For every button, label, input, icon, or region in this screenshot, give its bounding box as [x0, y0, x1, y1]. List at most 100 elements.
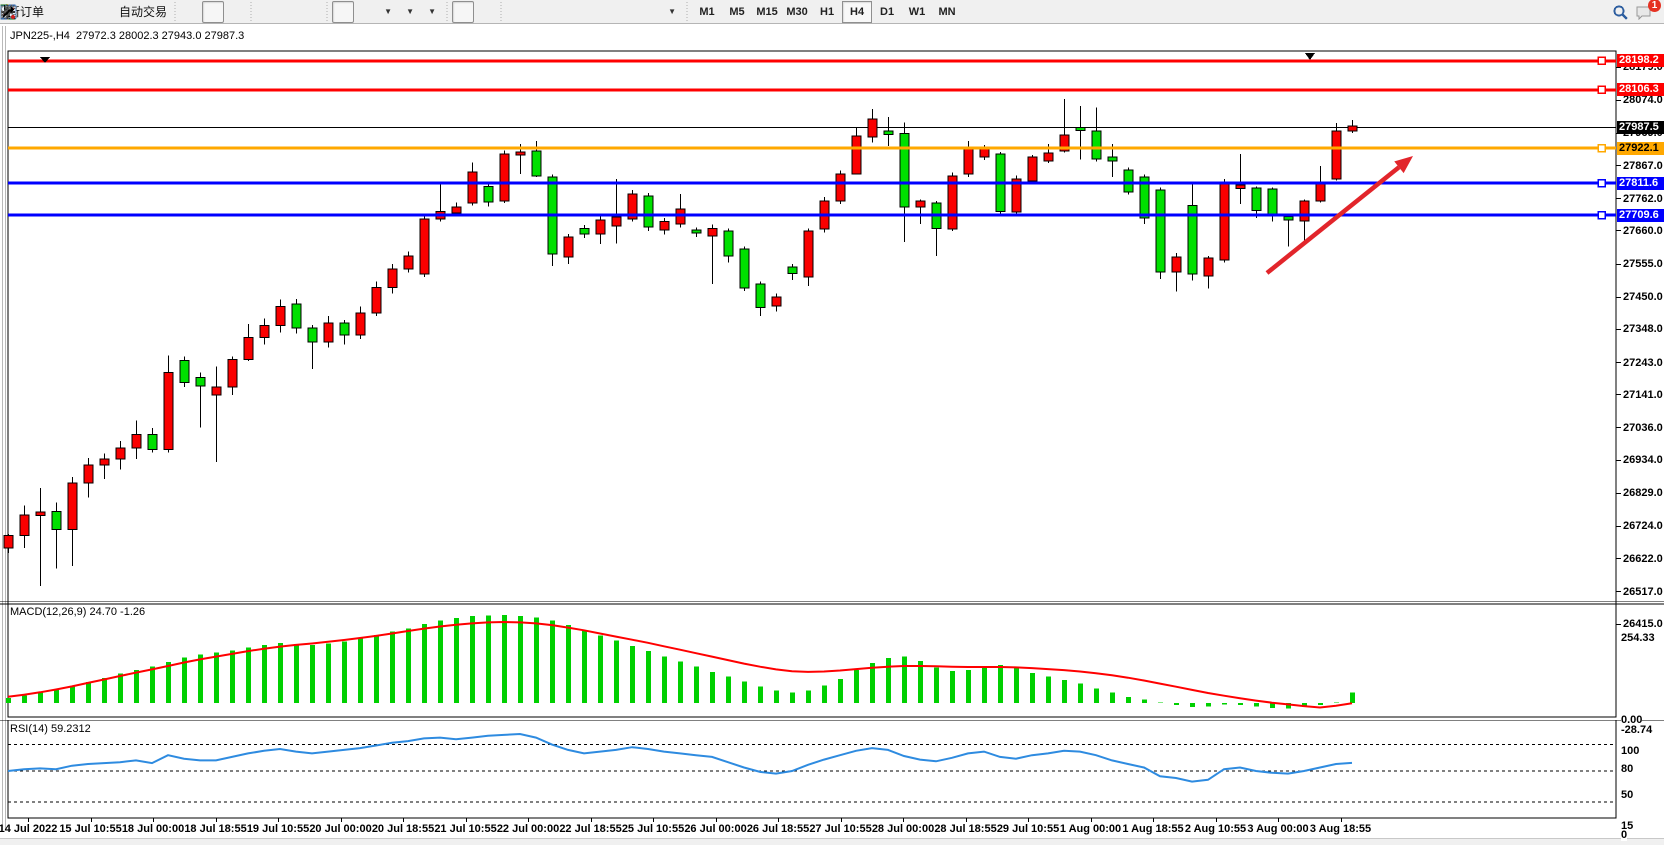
timeframe-button-m5[interactable]: M5 — [729, 5, 745, 18]
candle[interactable] — [67, 477, 78, 567]
candle[interactable] — [403, 251, 414, 273]
candle[interactable] — [707, 224, 718, 285]
timeframe-button-mn[interactable]: MN — [938, 5, 956, 18]
candle[interactable] — [3, 534, 14, 553]
candle[interactable] — [243, 324, 254, 361]
candle[interactable] — [1171, 252, 1182, 292]
timeframe-button-m30[interactable]: M30 — [786, 5, 808, 18]
crosshair-button[interactable] — [1, 1, 496, 23]
equidistant-channel-button[interactable]: E — [0, 1, 594, 23]
candle[interactable] — [35, 488, 46, 587]
candle[interactable] — [323, 316, 334, 348]
timeframe-button-d1[interactable]: D1 — [880, 5, 895, 18]
candle[interactable] — [51, 502, 62, 569]
candle[interactable] — [1059, 98, 1070, 153]
candle[interactable] — [195, 372, 206, 428]
candle[interactable] — [1235, 154, 1246, 205]
candle[interactable] — [595, 216, 606, 244]
line-endpoint-handle[interactable] — [1597, 178, 1606, 188]
timeframe-button-h4[interactable]: H4 — [842, 0, 873, 23]
trendline-button[interactable] — [1, 1, 572, 23]
periods-button[interactable]: ▼ — [0, 1, 420, 23]
bar-chart-button[interactable] — [1, 1, 202, 23]
timeframe-button-w1[interactable]: W1 — [908, 5, 926, 18]
candle[interactable] — [915, 199, 926, 225]
candle[interactable] — [643, 192, 654, 231]
candle[interactable] — [419, 215, 430, 277]
timeframe-button-m15[interactable]: M15 — [756, 5, 778, 18]
rsi-pane[interactable] — [0, 720, 1664, 819]
one-click-trading-toggle-icon[interactable] — [40, 57, 50, 63]
candle[interactable] — [99, 453, 110, 479]
timeframe-button-m1[interactable]: M1 — [699, 5, 715, 18]
candle[interactable] — [1155, 187, 1166, 279]
candle[interactable] — [147, 428, 158, 453]
candle[interactable] — [739, 246, 750, 291]
candle[interactable] — [803, 228, 814, 286]
candle[interactable] — [451, 202, 462, 216]
search-button[interactable] — [1612, 1, 1634, 23]
candle[interactable] — [1299, 199, 1310, 242]
main-price-pane[interactable] — [0, 45, 1664, 625]
arrows-button[interactable]: ▼ — [2, 1, 682, 23]
line-endpoint-handle[interactable] — [1597, 85, 1606, 95]
cursor-button[interactable] — [4, 0, 475, 23]
candle[interactable] — [579, 225, 590, 238]
candle[interactable] — [1075, 106, 1086, 160]
zoom-out-button[interactable] — [1, 1, 300, 23]
candle[interactable] — [835, 170, 846, 205]
candle[interactable] — [499, 150, 510, 204]
candle[interactable] — [1091, 107, 1102, 162]
candle[interactable] — [659, 218, 670, 235]
candle[interactable] — [1219, 179, 1230, 263]
zoom-in-button[interactable] — [1, 1, 278, 23]
seal-button[interactable] — [1, 1, 69, 23]
fibonacci-button[interactable]: F — [1, 1, 616, 23]
timeframe-button-h1[interactable]: H1 — [820, 5, 835, 18]
horizontal-line-button[interactable] — [1, 1, 550, 23]
candle[interactable] — [291, 298, 302, 334]
tile-windows-button[interactable] — [0, 1, 322, 23]
candle[interactable] — [355, 306, 366, 339]
market-window-button[interactable] — [0, 1, 91, 23]
autotrading-button[interactable]: 自动交易 — [0, 1, 170, 23]
candle[interactable] — [563, 234, 574, 265]
chat-button[interactable]: 1 — [1634, 0, 1661, 23]
candle[interactable] — [1123, 167, 1134, 195]
candle[interactable] — [755, 281, 766, 316]
templates-button[interactable]: ▼ — [0, 1, 442, 23]
candle[interactable] — [275, 299, 286, 333]
line-endpoint-handle[interactable] — [1597, 56, 1606, 66]
candle[interactable] — [211, 366, 222, 463]
candle[interactable] — [691, 227, 702, 238]
line-endpoint-handle[interactable] — [1597, 143, 1606, 153]
auto-scroll-button[interactable] — [2, 0, 355, 23]
candle[interactable] — [227, 356, 238, 396]
candle[interactable] — [547, 174, 558, 266]
chart-shift-marker-icon[interactable] — [1305, 53, 1315, 60]
candle[interactable] — [371, 281, 382, 317]
candle[interactable] — [131, 420, 142, 459]
candle[interactable] — [723, 228, 734, 263]
candle[interactable] — [883, 117, 894, 146]
candle[interactable] — [1347, 120, 1358, 133]
candle[interactable] — [1027, 155, 1038, 184]
line-endpoint-handle[interactable] — [1597, 210, 1606, 220]
candle[interactable] — [483, 184, 494, 207]
candle[interactable] — [339, 319, 350, 345]
candle[interactable] — [1187, 182, 1198, 281]
candle[interactable] — [947, 172, 958, 231]
candle[interactable] — [83, 458, 94, 498]
candle[interactable] — [771, 293, 782, 312]
candle[interactable] — [163, 355, 174, 453]
vertical-line-button[interactable] — [6, 1, 528, 23]
candle[interactable] — [787, 264, 798, 280]
macd-pane[interactable] — [0, 601, 1664, 724]
candle[interactable] — [259, 318, 270, 345]
chart-shift-button[interactable] — [2, 1, 376, 23]
candle[interactable] — [867, 108, 878, 143]
candle[interactable] — [179, 356, 190, 388]
text-label-button[interactable]: T — [1, 1, 660, 23]
candle[interactable] — [851, 127, 862, 175]
trend-arrow-annotation[interactable] — [1265, 156, 1413, 275]
